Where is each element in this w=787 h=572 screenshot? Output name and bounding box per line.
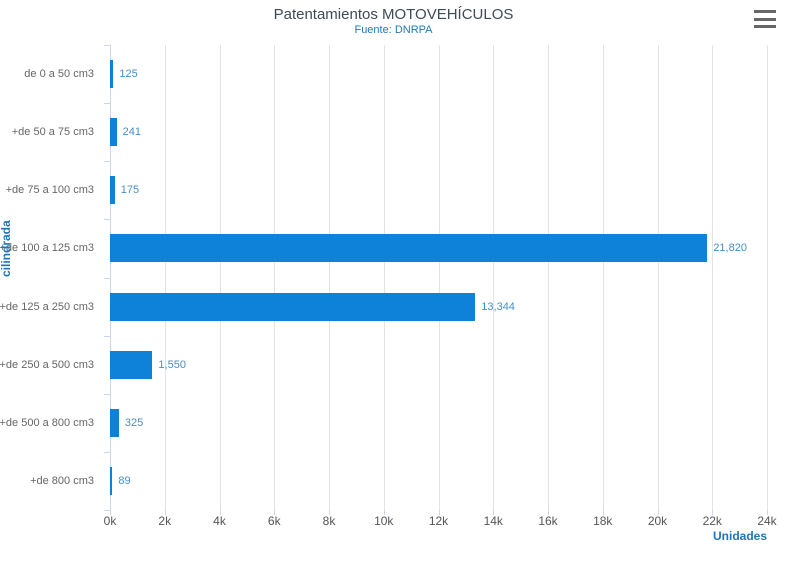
category-label: +de 500 a 800 cm3 (0, 416, 94, 429)
chart-subtitle: Fuente: DNRPA (354, 24, 433, 36)
x-axis-tick (712, 510, 714, 515)
x-axis-tick-label: 20k (647, 514, 668, 528)
gridline (712, 45, 714, 510)
category-label: +de 125 a 250 cm3 (0, 300, 94, 313)
category-axis-tick (104, 45, 110, 46)
bar-1[interactable] (110, 60, 114, 89)
data-label: 89 (118, 474, 131, 487)
x-axis-tick (383, 510, 385, 515)
bar-6[interactable] (110, 350, 153, 379)
x-axis-tick (219, 510, 221, 515)
x-axis-tick (438, 510, 440, 515)
category-axis-tick (104, 393, 110, 395)
category-axis-tick (104, 451, 110, 453)
category-label: +de 250 a 500 cm3 (0, 358, 94, 371)
hamburger-icon (754, 17, 776, 21)
category-axis-tick (104, 335, 110, 337)
x-axis-tick-label: 0k (103, 514, 117, 528)
category-label: de 0 a 50 cm3 (24, 68, 94, 81)
x-axis-tick (329, 510, 330, 515)
x-axis-tick-label: 24k (757, 514, 777, 528)
x-axis-tick (110, 510, 111, 515)
data-label: 13,344 (481, 300, 515, 313)
bar-3[interactable] (110, 176, 115, 205)
x-axis-tick-label: 18k (593, 514, 613, 528)
data-label: 175 (120, 184, 140, 197)
category-label: +de 800 cm3 (30, 474, 94, 487)
hamburger-icon (754, 25, 776, 28)
gridline (219, 45, 221, 510)
data-label: 125 (119, 68, 138, 80)
category-axis-tick (104, 103, 110, 105)
bar-5[interactable] (110, 292, 476, 321)
x-axis-tick-label: 2k (158, 514, 172, 528)
x-axis-tick-label: 4k (213, 514, 226, 528)
bar-4[interactable] (110, 234, 708, 263)
bar-7[interactable] (110, 408, 119, 437)
gridline (767, 45, 768, 510)
x-axis-title: Unidades (712, 529, 767, 543)
x-axis-tick (164, 510, 166, 515)
x-axis-tick (657, 510, 659, 515)
category-axis-line (110, 45, 111, 510)
gridline (438, 45, 440, 510)
category-axis-tick (104, 219, 110, 221)
x-axis-tick (602, 510, 604, 515)
x-axis-tick-label: 12k (428, 514, 449, 528)
category-axis-tick (104, 277, 110, 279)
gridline (548, 45, 549, 510)
category-axis-tick (104, 510, 110, 511)
plot-area: 125 241 175 21,820 13,344 1,550 325 89 (104, 45, 768, 515)
gridline (657, 45, 659, 510)
export-menu-button[interactable] (753, 9, 777, 29)
bar-8[interactable] (110, 466, 113, 495)
gridline (274, 45, 276, 510)
gridline (329, 45, 330, 510)
chart-title: Patentamientos MOTOVEHÍCULOS (273, 6, 514, 23)
x-axis-tick (767, 510, 768, 515)
category-label: +de 100 a 125 cm3 (0, 242, 94, 255)
gridline (493, 45, 495, 510)
gridline (383, 45, 385, 510)
y-axis-title: cilindrada (0, 220, 13, 277)
hamburger-icon (754, 10, 776, 13)
x-axis-tick (548, 510, 549, 515)
x-axis-tick (493, 510, 495, 515)
data-label: 21,820 (713, 242, 747, 255)
x-axis-tick-label: 14k (483, 514, 503, 528)
x-axis-tick-label: 10k (374, 514, 394, 528)
x-axis-tick-labels: 0k 2k 4k 6k 8k 10k 12k 14k 16k 18k 20k 22k 24k (0, 514, 787, 530)
category-label: +de 75 a 100 cm3 (5, 184, 94, 197)
x-axis-tick-label: 16k (538, 514, 558, 528)
data-label: 325 (124, 416, 144, 429)
category-axis-labels: de 0 a 50 cm3 +de 50 a 75 cm3 +de 75 a 100… (0, 45, 102, 510)
x-axis-tick-label: 6k (267, 514, 281, 528)
x-axis-tick-label: 8k (322, 514, 336, 528)
data-label: 1,550 (158, 358, 186, 371)
data-label: 241 (122, 126, 141, 139)
category-axis-tick (104, 161, 110, 163)
bar-2[interactable] (110, 118, 117, 147)
x-axis-tick (274, 510, 276, 515)
gridline (164, 45, 166, 510)
gridline (602, 45, 604, 510)
category-label: +de 50 a 75 cm3 (11, 126, 94, 139)
x-axis-tick-label: 22k (702, 514, 722, 528)
